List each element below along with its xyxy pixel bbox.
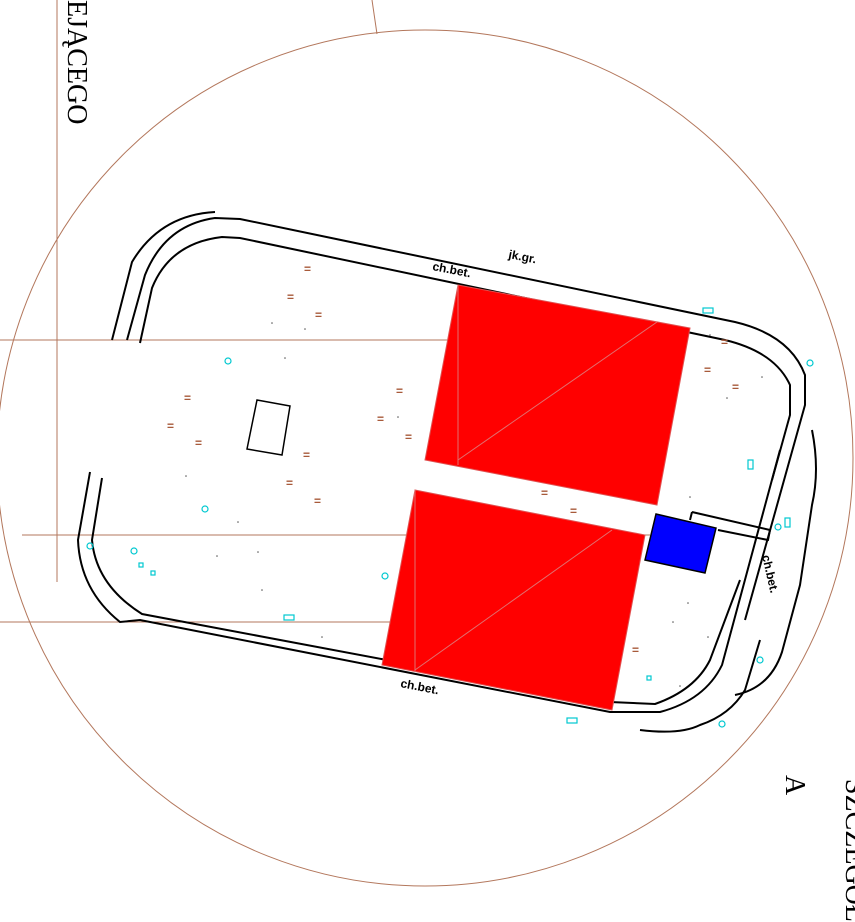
right-vertical-title: SZCZEGÓŁ <box>839 779 855 922</box>
curb-label-top: ch.bet. <box>431 259 472 280</box>
circle-dot-icon <box>719 721 725 727</box>
rectangle-symbol-icon <box>151 571 155 575</box>
grass-mark: = <box>286 476 293 490</box>
rectangle-symbol-icon <box>567 718 577 723</box>
detail-letter: A <box>779 775 810 796</box>
grass-mark: = <box>303 448 310 462</box>
survey-point <box>707 636 709 638</box>
survey-point <box>237 521 239 523</box>
circle-dot-icon <box>131 548 137 554</box>
survey-point <box>679 685 681 687</box>
grass-mark: = <box>632 643 639 657</box>
grass-mark: = <box>405 430 412 444</box>
survey-point <box>321 636 323 638</box>
outer-road-bottom-right <box>640 640 760 732</box>
curb-label-right: ch.bet. <box>759 554 781 595</box>
survey-point <box>761 376 763 378</box>
circle-dot-icon <box>807 360 813 366</box>
grass-mark: = <box>287 290 294 304</box>
road-label-top: jk.gr. <box>506 247 537 266</box>
survey-point <box>687 602 689 604</box>
circle-dot-icon <box>775 524 781 530</box>
top-frame-line <box>372 0 377 34</box>
rectangle-symbol-icon <box>647 676 651 680</box>
grass-mark: = <box>541 486 548 500</box>
survey-point <box>726 397 728 399</box>
connector-stub <box>690 512 692 520</box>
blue-structure <box>645 514 716 573</box>
survey-point <box>271 322 273 324</box>
buildings <box>382 285 690 710</box>
rectangle-symbol-icon <box>284 615 294 620</box>
building-upper <box>425 285 690 505</box>
grass-mark: = <box>704 363 711 377</box>
grass-mark: = <box>315 308 322 322</box>
survey-point <box>261 589 263 591</box>
survey-point <box>689 496 691 498</box>
small-building <box>247 400 290 455</box>
survey-point <box>672 621 674 623</box>
grass-mark: = <box>167 419 174 433</box>
circle-dot-icon <box>382 573 388 579</box>
curb-label-bottom: ch.bet. <box>399 676 440 697</box>
circle-dot-icon <box>757 657 763 663</box>
grass-mark: = <box>721 335 728 349</box>
survey-point <box>397 416 399 418</box>
grass-mark: = <box>396 384 403 398</box>
survey-point <box>304 328 306 330</box>
left-vertical-title: EJĄCEGO <box>61 0 92 124</box>
survey-point <box>216 555 218 557</box>
circle-dot-icon <box>225 358 231 364</box>
rectangle-symbol-icon <box>703 308 713 313</box>
rectangle-symbol-icon <box>785 518 790 527</box>
survey-point <box>257 551 259 553</box>
grass-mark: = <box>732 380 739 394</box>
outer-curb-top-left <box>112 212 215 340</box>
grass-mark: = <box>304 262 311 276</box>
survey-point <box>709 334 711 336</box>
survey-point <box>185 475 187 477</box>
grass-mark: = <box>570 504 577 518</box>
grass-mark: = <box>195 436 202 450</box>
rectangle-symbol-icon <box>139 563 143 567</box>
survey-point <box>284 357 286 359</box>
grass-mark: = <box>377 412 384 426</box>
circle-dot-icon <box>202 506 208 512</box>
rectangle-symbol-icon <box>748 460 753 469</box>
grass-mark: = <box>314 494 321 508</box>
grass-mark: = <box>184 391 191 405</box>
